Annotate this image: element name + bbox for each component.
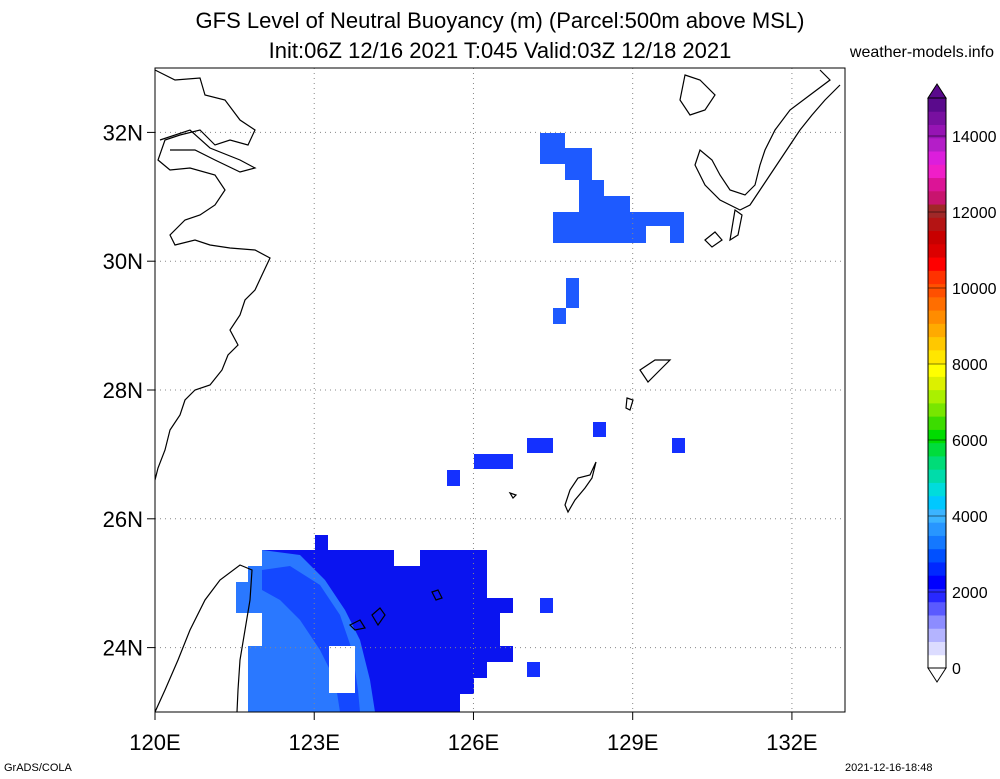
colorbar-segment	[928, 614, 946, 629]
field-gap	[329, 646, 355, 693]
colorbar-segment	[928, 204, 946, 218]
colorbar-segment	[928, 98, 946, 112]
colorbar-segment	[928, 323, 946, 338]
colorbar-segment	[928, 349, 946, 364]
credit-label: weather-models.info	[849, 44, 994, 61]
island-iriomote	[348, 619, 366, 631]
chart-title: GFS Level of Neutral Buoyancy (m) (Parce…	[195, 8, 805, 33]
colorbar-segment	[928, 628, 946, 642]
chart-subtitle: Init:06Z 12/16 2021 T:045 Valid:03Z 12/1…	[268, 38, 732, 63]
colorbar-segment	[928, 230, 946, 245]
footer-software: GrADS/COLA	[4, 762, 72, 774]
island-tanegashima	[729, 208, 743, 242]
colorbar-segment	[928, 111, 946, 126]
island-yakushima	[704, 231, 723, 248]
y-tick-label: 30N	[103, 249, 143, 274]
field-cell	[527, 662, 540, 677]
field-cell	[527, 438, 553, 453]
colorbar-segment	[928, 641, 946, 656]
colorbar-label: 14000	[952, 129, 997, 146]
colorbar-segment	[928, 429, 946, 444]
field-cell	[672, 438, 685, 453]
colorbar-segment	[928, 257, 946, 271]
colorbar-segment	[928, 190, 946, 205]
coast-kyushu	[694, 69, 841, 211]
colorbar-segment	[928, 177, 946, 192]
colorbar-segment	[928, 217, 946, 232]
field-cell	[553, 308, 566, 324]
colorbar-min-arrow	[927, 667, 947, 683]
island-amami	[639, 359, 672, 383]
island-small-1	[508, 491, 518, 499]
colorbar-segment	[928, 522, 946, 536]
colorbar-segment	[928, 561, 946, 576]
colorbar-segment	[928, 283, 946, 298]
colorbar-segment	[928, 654, 946, 669]
x-tick-label: 132E	[766, 730, 817, 755]
colorbar-segment	[928, 416, 946, 430]
y-tick-label: 24N	[103, 636, 143, 661]
colorbar-segment	[928, 588, 946, 603]
island-okinawa	[564, 461, 597, 514]
colorbar-segment	[928, 270, 946, 285]
colorbar-label: 0	[952, 661, 961, 678]
y-tick-label: 32N	[103, 120, 143, 145]
colorbar-segment	[928, 482, 946, 497]
colorbar-segment	[928, 376, 946, 391]
field-north-cluster	[540, 133, 684, 243]
colorbar-segment	[928, 363, 946, 377]
y-tick-label: 26N	[103, 507, 143, 532]
colorbar-segment	[928, 137, 946, 152]
field-cell	[593, 422, 606, 437]
colorbar-segment	[928, 548, 946, 563]
colorbar-segment	[928, 455, 946, 470]
colorbar-max-arrow	[927, 83, 947, 99]
x-tick-label: 120E	[129, 730, 180, 755]
colorbar-segment	[928, 469, 946, 483]
colorbar-segment	[928, 151, 946, 165]
coast-islands-nw	[679, 74, 716, 116]
colorbar-segment	[928, 310, 946, 324]
colorbar-segment	[928, 243, 946, 258]
island-ishigaki	[371, 607, 386, 627]
x-tick-label: 129E	[607, 730, 658, 755]
colorbar-segment	[928, 402, 946, 417]
field-cell	[474, 454, 513, 469]
island-miyako	[431, 589, 443, 601]
coast-taiwan	[155, 564, 253, 712]
field-cell	[447, 470, 460, 486]
colorbar-label: 2000	[952, 585, 988, 602]
colorbar-segment	[928, 389, 946, 404]
colorbar-label: 8000	[952, 357, 988, 374]
field-cell	[540, 598, 553, 613]
colorbar-segment	[928, 495, 946, 510]
colorbar-segment	[928, 296, 946, 311]
colorbar-segment	[928, 535, 946, 550]
colorbar-segment	[928, 442, 946, 457]
colorbar-label: 4000	[952, 509, 988, 526]
colorbar-segment	[928, 164, 946, 179]
coast-yangtze	[159, 129, 257, 173]
x-tick-label: 126E	[448, 730, 499, 755]
x-tick-label: 123E	[289, 730, 340, 755]
colorbar-segment	[928, 601, 946, 616]
colorbar-segment	[928, 124, 946, 139]
colorbar-segment	[928, 336, 946, 351]
colorbar-label: 12000	[952, 205, 997, 222]
colorbar-segment	[928, 575, 946, 589]
colorbar-label: 10000	[952, 281, 997, 298]
field-cell	[566, 278, 579, 308]
colorbar-label: 6000	[952, 433, 988, 450]
island-tokunoshima	[625, 397, 634, 411]
footer-timestamp: 2021-12-16-18:48	[845, 762, 933, 774]
coast-china	[155, 69, 271, 481]
y-tick-label: 28N	[103, 378, 143, 403]
